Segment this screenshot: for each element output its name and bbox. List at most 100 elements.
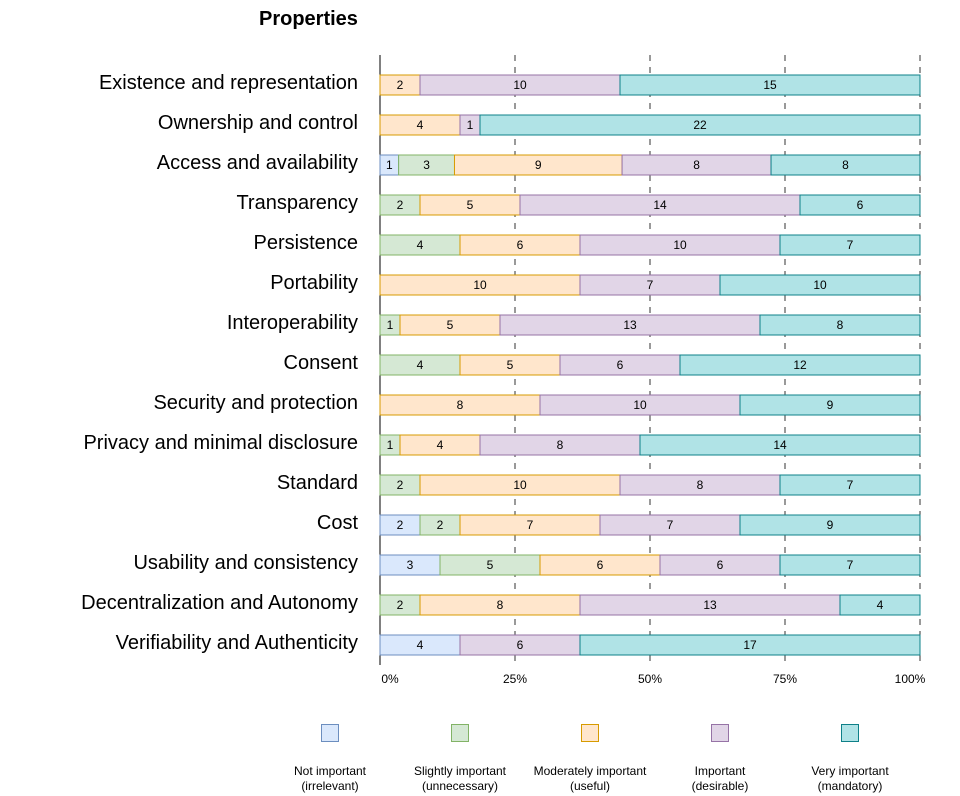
category-label: Verifiability and Authenticity <box>115 632 358 654</box>
x-tick-label: 100% <box>894 672 926 686</box>
bar-segment <box>739 394 921 416</box>
bar-value-label: 9 <box>827 398 834 412</box>
legend-item: Not important (irrelevant) <box>250 724 410 794</box>
bar-segment <box>779 554 921 576</box>
legend-item: Important (desirable) <box>640 724 800 794</box>
category-label: Ownership and control <box>157 112 358 134</box>
category-label: Interoperability <box>226 312 358 334</box>
bar-value-label: 7 <box>647 278 654 292</box>
category-label: Existence and representation <box>98 72 358 94</box>
bar-value-label: 10 <box>513 78 527 92</box>
legend-label: Slightly important (unnecessary) <box>413 764 507 793</box>
category-label: Standard <box>276 472 358 494</box>
legend-swatch <box>581 724 599 742</box>
legend-label: Important (desirable) <box>691 764 749 793</box>
bar-value-label: 2 <box>397 198 404 212</box>
bar-value-label: 8 <box>557 438 564 452</box>
legend-item: Very important (mandatory) <box>770 724 930 794</box>
x-tick-label: 0% <box>381 672 399 686</box>
bar-value-label: 10 <box>673 238 687 252</box>
legend-label: Moderately important (useful) <box>533 764 647 793</box>
bar-value-label: 7 <box>847 558 854 572</box>
bar-value-label: 1 <box>387 438 394 452</box>
category-label: Transparency <box>236 192 358 214</box>
bar-value-label: 8 <box>842 158 849 172</box>
bar-value-label: 8 <box>693 158 700 172</box>
bar-value-label: 5 <box>447 318 454 332</box>
category-label: Usability and consistency <box>133 552 358 574</box>
bar-value-label: 10 <box>813 278 827 292</box>
bar-value-label: 6 <box>597 558 604 572</box>
bar-value-label: 13 <box>703 598 717 612</box>
bar-value-label: 2 <box>397 518 404 532</box>
x-tick-label: 50% <box>637 672 663 686</box>
bar-value-label: 8 <box>697 478 704 492</box>
bar-value-label: 4 <box>417 638 424 652</box>
bar-value-label: 4 <box>877 598 884 612</box>
bar-value-label: 6 <box>617 358 624 372</box>
chart-title: Properties <box>259 8 358 30</box>
bar-segment <box>479 114 921 136</box>
bar-value-label: 8 <box>497 598 504 612</box>
bar-value-label: 15 <box>763 78 777 92</box>
bar-value-label: 8 <box>457 398 464 412</box>
bar-value-label: 14 <box>773 438 787 452</box>
bar-value-label: 10 <box>633 398 647 412</box>
bar-value-label: 1 <box>387 318 394 332</box>
bar-segment <box>770 154 921 176</box>
category-label: Cost <box>316 512 358 534</box>
bar-segment <box>639 434 921 456</box>
bar-segment <box>779 234 921 256</box>
bar-value-label: 13 <box>623 318 637 332</box>
bar-value-label: 3 <box>423 158 430 172</box>
legend-swatch <box>841 724 859 742</box>
bar-value-label: 6 <box>717 558 724 572</box>
bar-value-label: 17 <box>743 638 757 652</box>
bar-value-label: 1 <box>467 118 474 132</box>
bar-segment <box>799 194 921 216</box>
bar-value-label: 1 <box>386 158 393 172</box>
x-tick-label: 75% <box>772 672 798 686</box>
category-label: Access and availability <box>156 152 358 174</box>
legend-item: Slightly important (unnecessary) <box>380 724 540 794</box>
bar-segment <box>739 514 921 536</box>
bar-segment <box>619 74 921 96</box>
category-label: Persistence <box>253 232 359 254</box>
legend-swatch <box>711 724 729 742</box>
bar-value-label: 7 <box>847 478 854 492</box>
category-label: Decentralization and Autonomy <box>81 592 358 614</box>
legend-label: Not important (irrelevant) <box>293 764 367 793</box>
bar-value-label: 3 <box>407 558 414 572</box>
bar-segment <box>759 314 921 336</box>
bar-value-label: 10 <box>513 478 527 492</box>
bar-value-label: 2 <box>437 518 444 532</box>
legend-swatch <box>451 724 469 742</box>
bar-value-label: 10 <box>473 278 487 292</box>
bar-value-label: 5 <box>487 558 494 572</box>
bar-value-label: 12 <box>793 358 807 372</box>
bar-value-label: 6 <box>517 638 524 652</box>
x-tick-label: 25% <box>502 672 528 686</box>
bar-value-label: 6 <box>517 238 524 252</box>
bar-value-label: 22 <box>693 118 707 132</box>
bar-value-label: 7 <box>847 238 854 252</box>
bar-value-label: 8 <box>837 318 844 332</box>
legend-swatch <box>321 724 339 742</box>
bar-value-label: 7 <box>527 518 534 532</box>
bar-value-label: 5 <box>467 198 474 212</box>
bar-value-label: 4 <box>417 238 424 252</box>
bar-value-label: 9 <box>827 518 834 532</box>
bar-value-label: 2 <box>397 478 404 492</box>
legend-label: Very important (mandatory) <box>811 764 889 793</box>
bar-value-label: 4 <box>417 358 424 372</box>
legend-item: Moderately important (useful) <box>510 724 670 794</box>
category-label: Security and protection <box>153 392 358 414</box>
bar-segment <box>719 274 921 296</box>
category-label: Privacy and minimal disclosure <box>83 432 358 454</box>
bar-segment <box>679 354 921 376</box>
bar-value-label: 9 <box>535 158 542 172</box>
bar-value-label: 5 <box>507 358 514 372</box>
bar-value-label: 4 <box>417 118 424 132</box>
bar-segment <box>779 474 921 496</box>
